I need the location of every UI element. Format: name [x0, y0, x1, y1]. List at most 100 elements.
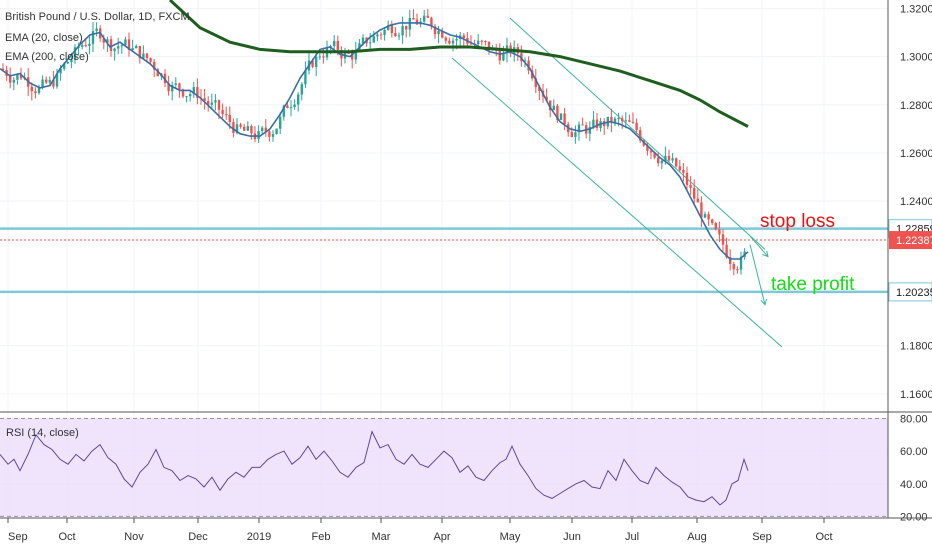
candle-body	[12, 79, 15, 83]
rsi-y-tick-label: 20.00	[900, 511, 928, 523]
x-tick-label: Aug	[687, 531, 707, 543]
candle-body	[703, 214, 707, 218]
candle-body	[246, 126, 249, 131]
x-tick-label: Mar	[372, 531, 391, 543]
candle-body	[667, 155, 671, 161]
candle-body	[16, 74, 19, 80]
candle-body	[333, 40, 336, 47]
x-tick-label: May	[500, 531, 521, 543]
candle-body	[59, 68, 62, 74]
candle-body	[45, 79, 48, 83]
candle-body	[174, 83, 177, 85]
price-level-badge	[888, 282, 932, 302]
candle-body	[293, 104, 296, 108]
last-price-badge	[889, 231, 932, 250]
candle-body	[426, 15, 429, 18]
trade-arrows	[748, 234, 769, 306]
candle-body	[142, 53, 145, 59]
candle-body	[671, 158, 674, 161]
candle-body	[322, 56, 325, 58]
candle-body	[361, 37, 365, 44]
price-level-label: 1.20235	[896, 287, 932, 299]
candle-body	[675, 158, 678, 167]
candle-body	[257, 131, 260, 140]
candle-body	[448, 40, 451, 44]
rsi-panel	[0, 418, 888, 517]
candle-body	[538, 87, 541, 91]
candle-body	[480, 40, 483, 42]
candle-body	[196, 87, 199, 98]
candle-body	[135, 46, 138, 49]
candle-body	[556, 105, 559, 121]
candle-body	[462, 35, 465, 39]
candle-body	[624, 120, 627, 122]
candle-body	[613, 118, 617, 123]
candle-body	[217, 100, 221, 110]
candle-body	[9, 75, 12, 83]
candle-body	[721, 234, 725, 245]
candle-body	[628, 120, 631, 122]
candle-body	[351, 53, 354, 60]
candle-body	[387, 25, 390, 30]
candle-body	[570, 132, 573, 138]
x-tick-label: Sep	[8, 531, 28, 543]
candle-body	[401, 25, 404, 36]
candle-body	[235, 124, 239, 133]
x-tick-label: Oct	[815, 531, 832, 543]
candle-body	[631, 121, 635, 123]
candle-body	[243, 126, 246, 131]
candle-body	[271, 134, 275, 137]
x-tick-label: 2019	[247, 531, 271, 543]
trade-arrow-shaft	[749, 244, 766, 305]
candle-body	[592, 119, 595, 127]
candle-body	[250, 126, 253, 134]
candle-body	[221, 109, 224, 115]
candle-body	[138, 46, 141, 59]
candle-body	[264, 127, 267, 132]
candle-body	[444, 37, 447, 41]
candle-body	[397, 35, 401, 37]
y-tick-label: 1.32000	[900, 3, 932, 15]
candle-body	[127, 39, 131, 50]
candle-body	[595, 119, 599, 129]
candle-body	[189, 94, 192, 97]
candle-body	[469, 43, 473, 45]
trade-arrow-shaft	[748, 234, 769, 257]
candle-body	[289, 107, 293, 109]
candle-body	[282, 105, 285, 117]
candle-body	[311, 60, 314, 67]
candle-body	[534, 78, 537, 88]
candle-body	[232, 122, 235, 133]
candle-body	[124, 39, 127, 46]
candle-body	[646, 145, 649, 151]
candle-body	[559, 113, 563, 121]
candle-body	[725, 244, 728, 258]
candle-body	[379, 34, 383, 36]
candle-body	[372, 36, 375, 43]
candle-body	[660, 160, 663, 164]
ema200-legend: EMA (200, close)	[5, 51, 89, 63]
ema200-line	[168, 0, 749, 128]
candle-body	[610, 116, 613, 123]
candle-body	[390, 25, 393, 34]
candle-body	[318, 56, 321, 58]
candle-body	[286, 105, 289, 109]
candle-body	[192, 87, 195, 95]
candle-body	[268, 131, 271, 137]
candle-body	[408, 17, 411, 30]
candle-body	[682, 169, 685, 173]
candle-body	[106, 39, 109, 43]
candle-body	[441, 31, 444, 38]
y-tick-label: 1.16000	[900, 389, 932, 401]
candle-body	[131, 48, 134, 50]
candle-body	[718, 229, 721, 235]
candle-body	[156, 69, 159, 77]
candle-body	[171, 84, 174, 92]
candle-body	[120, 45, 123, 47]
candle-body	[300, 84, 303, 95]
candle-body	[502, 53, 505, 61]
candle-body	[729, 257, 732, 265]
candle-body	[552, 105, 555, 111]
candle-body	[711, 219, 714, 224]
